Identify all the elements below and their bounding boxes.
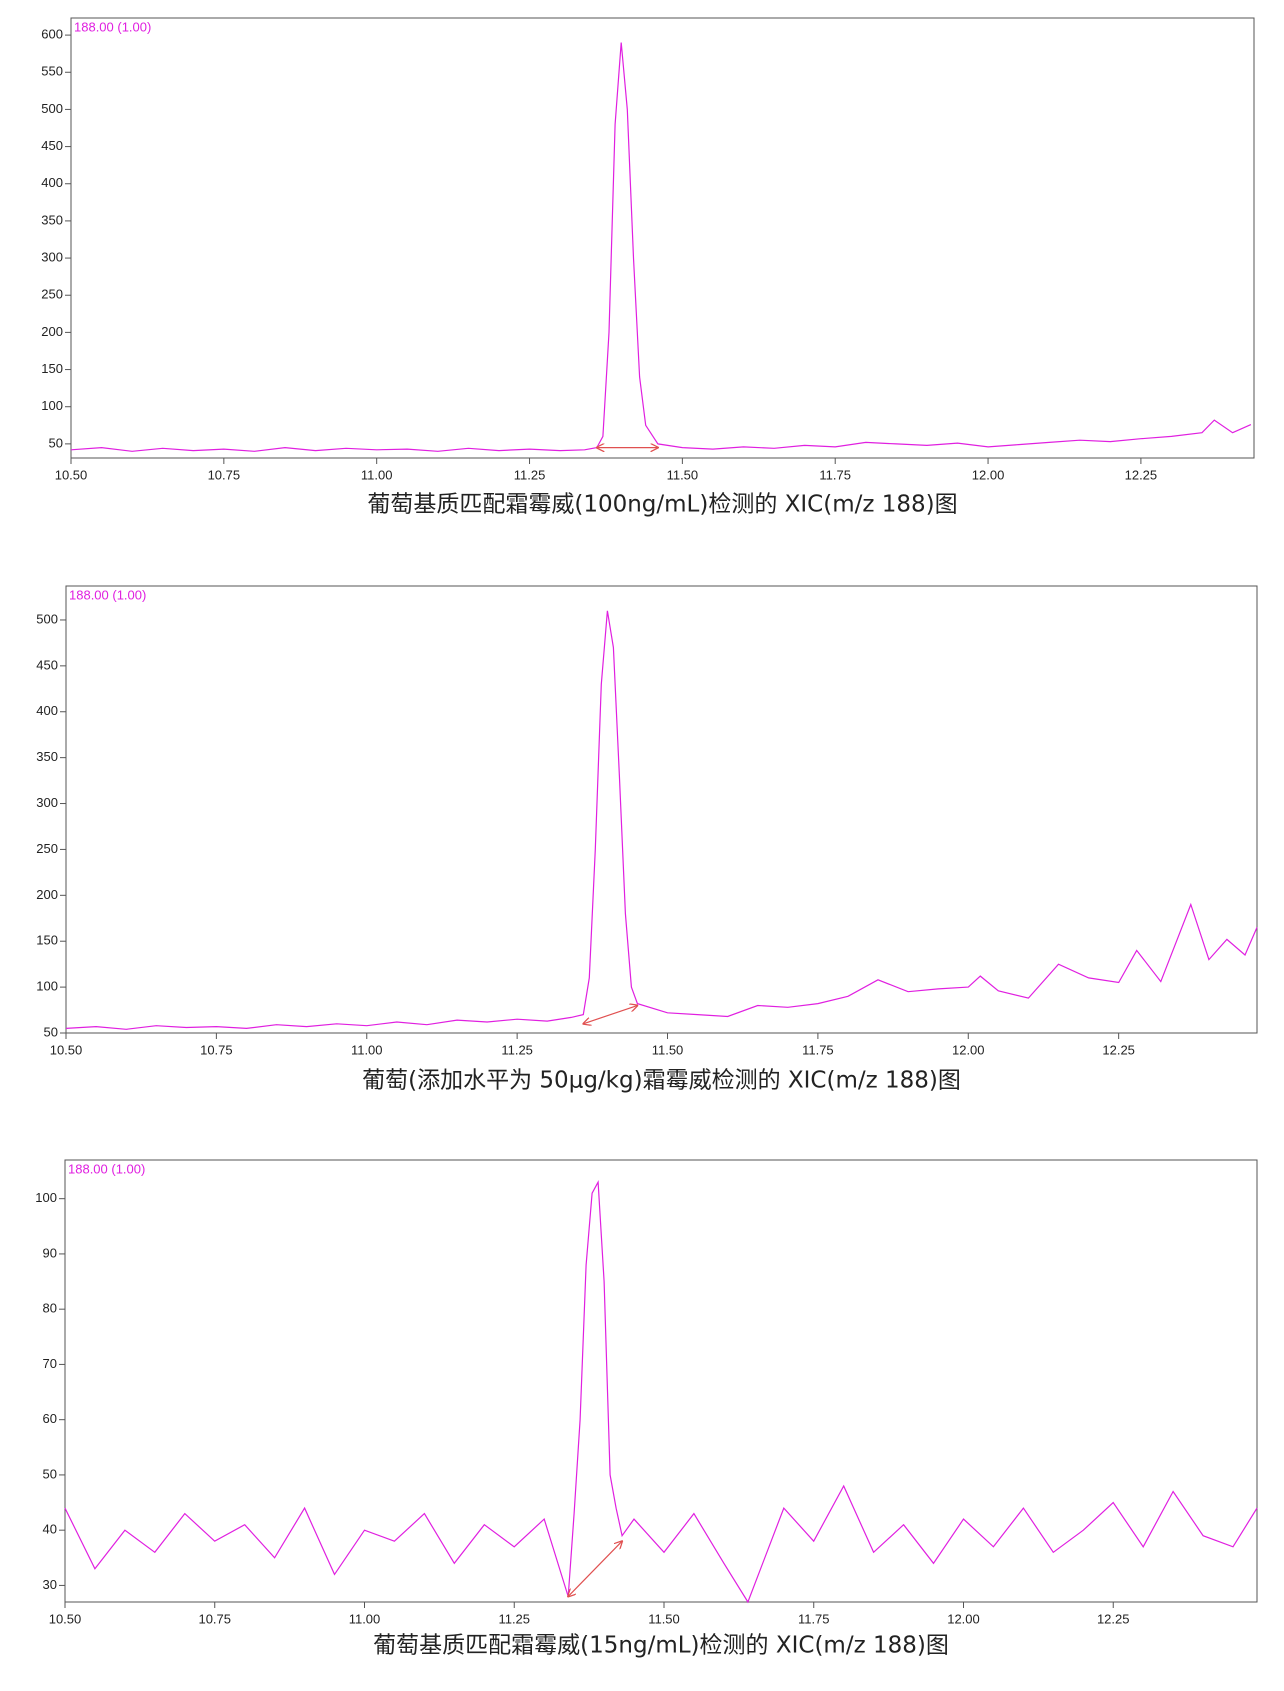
y-tick-label: 500 xyxy=(41,101,63,116)
y-tick-label: 50 xyxy=(44,1024,58,1039)
x-tick-label: 10.50 xyxy=(50,1042,83,1057)
series-line xyxy=(65,610,1258,1030)
y-tick-label: 250 xyxy=(36,841,58,856)
y-tick-label: 400 xyxy=(36,703,58,718)
y-tick-label: 150 xyxy=(36,933,58,948)
y-tick-label: 400 xyxy=(41,175,63,190)
x-tick-label: 11.75 xyxy=(802,1042,834,1057)
y-tick-label: 100 xyxy=(35,1190,57,1205)
x-tick-label: 12.00 xyxy=(952,1042,985,1057)
x-tick-label: 11.00 xyxy=(361,467,393,482)
y-tick-label: 250 xyxy=(41,287,63,302)
x-tick-label: 10.75 xyxy=(208,467,241,482)
x-tick-label: 11.75 xyxy=(819,467,851,482)
y-tick-label: 100 xyxy=(41,398,63,413)
plot-frame xyxy=(64,1159,1258,1603)
series-line xyxy=(70,42,1252,452)
x-tick-label: 11.25 xyxy=(501,1042,533,1057)
y-tick-label: 550 xyxy=(41,64,63,79)
x-tick-label: 12.25 xyxy=(1125,467,1158,482)
y-tick-label: 350 xyxy=(36,749,58,764)
chart-title: 葡萄基质匹配霜霉威(100ng/mL)检测的 XIC(m/z 188)图 xyxy=(367,492,957,518)
plot-frame xyxy=(65,585,1258,1034)
y-tick-label: 300 xyxy=(41,250,63,265)
series-label: 188.00 (1.00) xyxy=(74,19,151,34)
y-tick-label: 150 xyxy=(41,361,63,376)
y-tick-label: 600 xyxy=(41,27,63,42)
x-tick-label: 11.50 xyxy=(652,1042,684,1057)
x-tick-label: 12.25 xyxy=(1097,1611,1130,1626)
x-tick-label: 10.50 xyxy=(49,1611,82,1626)
x-tick-label: 10.50 xyxy=(55,467,88,482)
y-tick-label: 100 xyxy=(36,979,58,994)
y-tick-label: 450 xyxy=(41,138,63,153)
y-tick-label: 90 xyxy=(43,1245,57,1260)
x-tick-label: 10.75 xyxy=(198,1611,231,1626)
x-tick-label: 11.75 xyxy=(798,1611,830,1626)
x-tick-label: 11.50 xyxy=(667,467,699,482)
x-tick-label: 12.00 xyxy=(947,1611,980,1626)
x-tick-label: 11.50 xyxy=(648,1611,680,1626)
x-tick-label: 12.00 xyxy=(972,467,1005,482)
y-tick-label: 450 xyxy=(36,657,58,672)
y-tick-label: 500 xyxy=(36,611,58,626)
y-tick-label: 50 xyxy=(43,1466,57,1481)
y-tick-label: 200 xyxy=(41,324,63,339)
x-tick-label: 11.00 xyxy=(349,1611,381,1626)
series-label: 188.00 (1.00) xyxy=(68,1161,145,1176)
plot-frame xyxy=(70,17,1255,459)
integration-baseline xyxy=(583,1005,637,1023)
y-tick-label: 80 xyxy=(43,1301,57,1316)
series-line xyxy=(64,1179,1258,1604)
x-tick-label: 11.25 xyxy=(514,467,546,482)
y-tick-label: 300 xyxy=(36,795,58,810)
chart-title: 葡萄基质匹配霜霉威(15ng/mL)检测的 XIC(m/z 188)图 xyxy=(373,1633,949,1659)
y-tick-label: 40 xyxy=(43,1522,57,1537)
integration-baseline xyxy=(568,1541,622,1596)
y-tick-label: 50 xyxy=(49,435,63,450)
x-tick-label: 11.25 xyxy=(498,1611,530,1626)
series-label: 188.00 (1.00) xyxy=(69,587,146,602)
x-tick-label: 10.75 xyxy=(200,1042,233,1057)
y-tick-label: 60 xyxy=(43,1411,57,1426)
y-tick-label: 30 xyxy=(43,1577,57,1592)
x-tick-label: 12.25 xyxy=(1102,1042,1135,1057)
y-tick-label: 200 xyxy=(36,887,58,902)
x-tick-label: 11.00 xyxy=(351,1042,383,1057)
y-tick-label: 350 xyxy=(41,212,63,227)
chart-title: 葡萄(添加水平为 50μg/kg)霜霉威检测的 XIC(m/z 188)图 xyxy=(362,1068,961,1094)
y-tick-label: 70 xyxy=(43,1356,57,1371)
